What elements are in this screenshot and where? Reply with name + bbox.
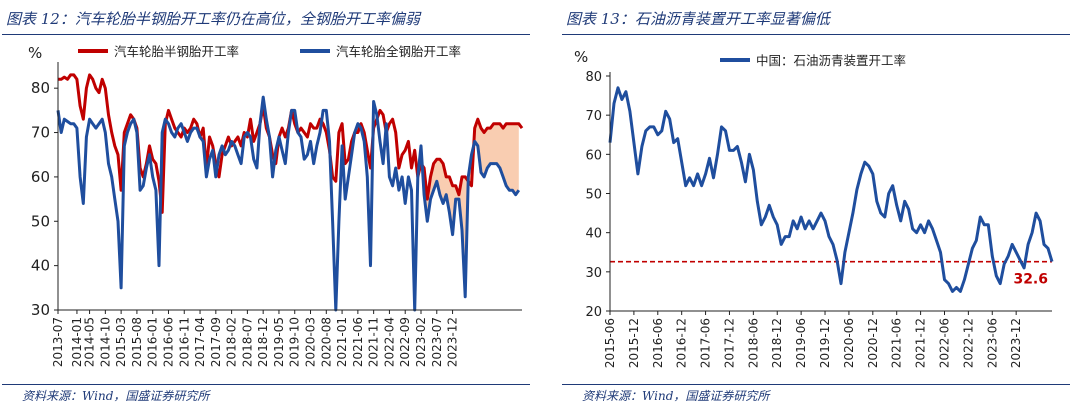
- x-tick-label: 2023-07: [430, 317, 444, 367]
- x-tick-label: 2021-12: [914, 318, 928, 368]
- reference-label: 32.6: [1013, 272, 1048, 288]
- y-tick-label: 40: [31, 257, 50, 275]
- y-tick-label: 70: [31, 124, 50, 142]
- x-tick-label: 2018-07: [240, 317, 254, 367]
- x-tick-label: 2018-12: [256, 317, 270, 367]
- y-axis-unit: %: [574, 48, 588, 66]
- x-tick-label: 2019-06: [794, 318, 808, 368]
- x-tick-label: 2015-03: [114, 317, 128, 367]
- x-tick-label: 2016-12: [675, 318, 689, 368]
- x-tick-label: 2018-06: [746, 318, 760, 368]
- x-tick-label: 2023-12: [446, 317, 460, 367]
- x-tick-label: 2018-02: [225, 317, 239, 367]
- source-note-right: 资料来源：Wind，国盛证券研究所: [582, 389, 770, 403]
- x-tick-label: 2014-01: [70, 317, 84, 367]
- x-tick-label: 2017-04: [193, 317, 207, 367]
- x-tick-label: 2019-05: [272, 317, 286, 367]
- x-tick-label: 2015-06: [603, 318, 617, 368]
- x-tick-label: 2019-12: [818, 318, 832, 368]
- y-tick-label: 70: [585, 109, 602, 124]
- x-tick-label: 2020-12: [866, 318, 880, 368]
- source-divider-left: [2, 384, 530, 385]
- x-tick-label: 2016-06: [161, 317, 175, 367]
- y-tick-label: 80: [31, 79, 50, 97]
- y-tick-label: 80: [585, 70, 602, 85]
- x-tick-label: 2018-12: [770, 318, 784, 368]
- x-tick-label: 2013-07: [51, 317, 65, 367]
- chart-panel-left: 图表 12：汽车轮胎半钢胎开工率仍在高位，全钢胎开工率偏弱 % 30 40 50 60 7…: [2, 10, 530, 403]
- x-tick-label: 2017-06: [699, 318, 713, 368]
- x-tick-label: 2019-10: [288, 317, 302, 367]
- x-tick-label: 2014-05: [83, 317, 97, 367]
- x-tick-label: 2022-04: [382, 317, 396, 367]
- x-tick-label: 2020-03: [304, 317, 318, 367]
- x-tick-label: 2023-02: [414, 317, 428, 367]
- x-tick-label: 2021-06: [890, 318, 904, 368]
- x-tick-label: 2023-12: [1009, 318, 1023, 368]
- y-tick-label: 30: [585, 266, 602, 281]
- line-chart-asphalt-utilization: % 32.6 20 30 40 50 60 70 80 2015-06 2015-12 2016-06…: [574, 48, 1054, 368]
- y-tick-label: 30: [31, 301, 50, 319]
- chart-title-left: 图表 12：汽车轮胎半钢胎开工率仍在高位，全钢胎开工率偏弱: [6, 10, 420, 28]
- x-tick-label: 2016-06: [651, 318, 665, 368]
- title-divider-left: [2, 34, 530, 35]
- y-tick-label: 20: [585, 305, 602, 320]
- series-line-2: [56, 95, 521, 312]
- x-tick-label: 2017-12: [722, 318, 736, 368]
- y-axis-unit: %: [28, 44, 42, 62]
- x-tick-label: 2016-11: [177, 317, 191, 367]
- chart-panel-right: 图表 13：石油沥青装置开工率显著偏低 % 32.6 20 30 40 50 60 70 80 2…: [560, 0, 1080, 410]
- x-tick-label: 2022-06: [937, 318, 951, 368]
- legend-label-1: 汽车轮胎半钢胎开工率: [114, 44, 239, 59]
- y-tick-label: 60: [31, 168, 50, 186]
- x-tick-label: 2020-08: [319, 317, 333, 367]
- x-tick-label: 2022-12: [961, 318, 975, 368]
- x-tick-label: 2022-09: [398, 317, 412, 367]
- source-divider-right: [562, 384, 1070, 385]
- legend-label-1: 中国：石油沥青装置开工率: [756, 53, 906, 68]
- title-divider-right: [562, 34, 1070, 35]
- x-tick-label: 2020-06: [842, 318, 856, 368]
- x-tick-label: 2023-06: [985, 318, 999, 368]
- x-tick-label: 2016-01: [146, 317, 160, 367]
- y-tick-label: 60: [585, 148, 602, 163]
- chart-title-right: 图表 13：石油沥青装置开工率显著偏低: [566, 10, 830, 28]
- x-tick-label: 2021-11: [367, 317, 381, 367]
- x-tick-label: 2021-06: [351, 317, 365, 367]
- y-tick-label: 50: [31, 212, 50, 230]
- y-tick-label: 50: [585, 188, 602, 203]
- gap-shading: [421, 119, 519, 297]
- source-note-left: 资料来源：Wind，国盛证券研究所: [22, 389, 210, 403]
- y-tick-label: 40: [585, 227, 602, 242]
- x-tick-label: 2015-12: [627, 318, 641, 368]
- x-tick-label: 2014-10: [98, 317, 112, 367]
- x-tick-label: 2021-01: [335, 317, 349, 367]
- x-tick-label: 2015-08: [130, 317, 144, 367]
- x-tick-label: 2017-09: [209, 317, 223, 367]
- series-line-1: [608, 86, 1054, 293]
- legend-label-2: 汽车轮胎全钢胎开工率: [336, 44, 461, 59]
